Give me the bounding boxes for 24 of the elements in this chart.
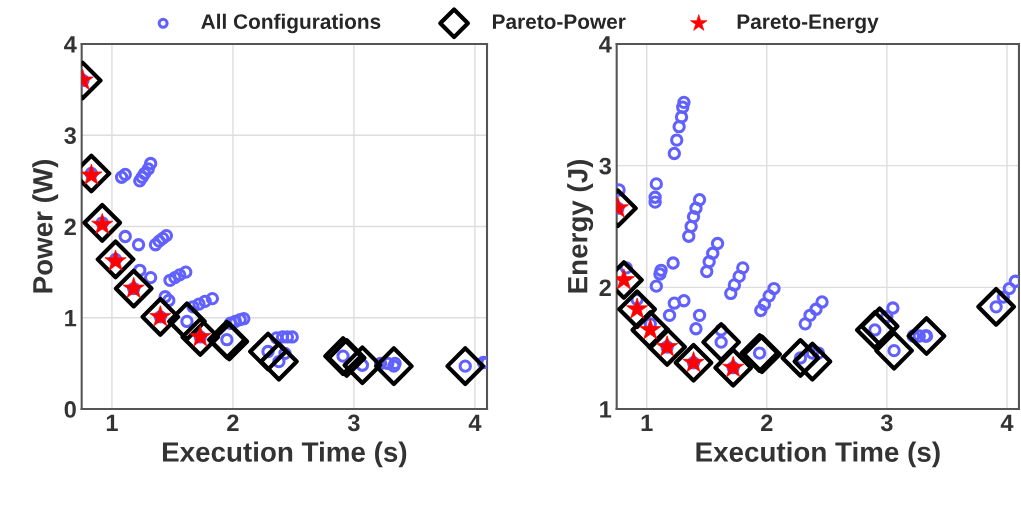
y-tick-label: 2 — [64, 218, 76, 236]
y-tick-label: 1 — [600, 401, 612, 418]
y-tick-label: 2 — [599, 279, 611, 296]
x-tick-label: 3 — [347, 414, 360, 432]
x-axis-title: Execution Time (s) — [162, 441, 407, 468]
y-tick-label: 4 — [599, 36, 612, 53]
x-tick-label: 4 — [468, 414, 482, 432]
y-tick-label: 0 — [64, 401, 76, 418]
x-tick-label: 1 — [106, 414, 118, 432]
x-tick-label: 3 — [880, 414, 893, 432]
x-axis-title: Execution Time (s) — [696, 441, 940, 468]
x-tick-label: 4 — [1000, 414, 1014, 432]
x-tick-label: 2 — [761, 414, 773, 432]
y-tick-label: 3 — [599, 157, 611, 175]
legend-label: All Configurations — [201, 13, 381, 34]
y-axis-title: Power (W) — [32, 159, 59, 293]
y-tick-label: 3 — [64, 127, 76, 145]
y-tick-label: 1 — [65, 310, 77, 327]
x-tick-label: 1 — [641, 414, 653, 432]
y-axis-title: Energy (J) — [567, 159, 594, 293]
legend-label: Pareto-Energy — [737, 14, 879, 34]
legend-label: Pareto-Power — [492, 14, 626, 29]
x-tick-label: 2 — [227, 414, 239, 432]
y-tick-label: 4 — [64, 36, 77, 53]
